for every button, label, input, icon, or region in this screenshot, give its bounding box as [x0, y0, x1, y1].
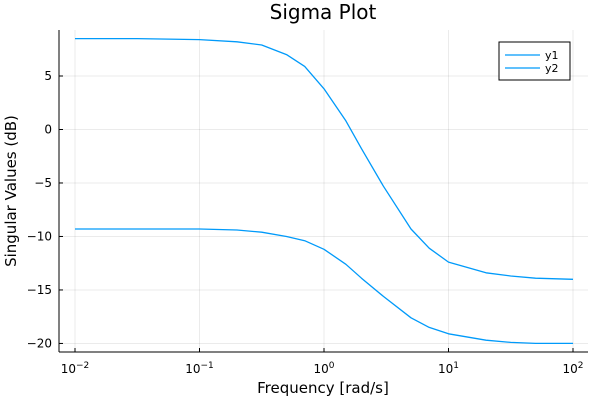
y-axis-label: Singular Values (dB): [2, 115, 20, 267]
y-tick-label: 5: [44, 69, 52, 83]
y-axis-ticks: 5 0 −5 −10 −15 −20: [27, 69, 63, 350]
y-tick-label: −10: [27, 229, 52, 243]
legend-label-y1: y1: [545, 49, 559, 62]
y-tick-label: −20: [27, 336, 52, 350]
x-tick-label: 101: [438, 361, 459, 376]
x-tick-label: 10−2: [61, 361, 90, 376]
legend: y1 y2: [498, 41, 571, 81]
x-tick-label: 100: [313, 361, 334, 376]
y-tick-label: −5: [34, 176, 52, 190]
x-axis-ticks: 10−2 10−1 100 101 102: [61, 348, 584, 376]
series-layer: [75, 37, 574, 345]
x-tick-label: 10−1: [185, 361, 214, 376]
x-axis-label: Frequency [rad/s]: [257, 379, 389, 397]
series-line-y2: [75, 228, 573, 345]
x-tick-label: 102: [562, 361, 583, 376]
grid-lines: [59, 30, 588, 352]
legend-label-y2: y2: [545, 62, 559, 75]
legend-box: [498, 41, 571, 81]
y-tick-label: 0: [44, 122, 52, 136]
chart-title: Sigma Plot: [270, 0, 377, 24]
series-line-y1: [75, 37, 574, 280]
y-tick-label: −15: [27, 283, 52, 297]
